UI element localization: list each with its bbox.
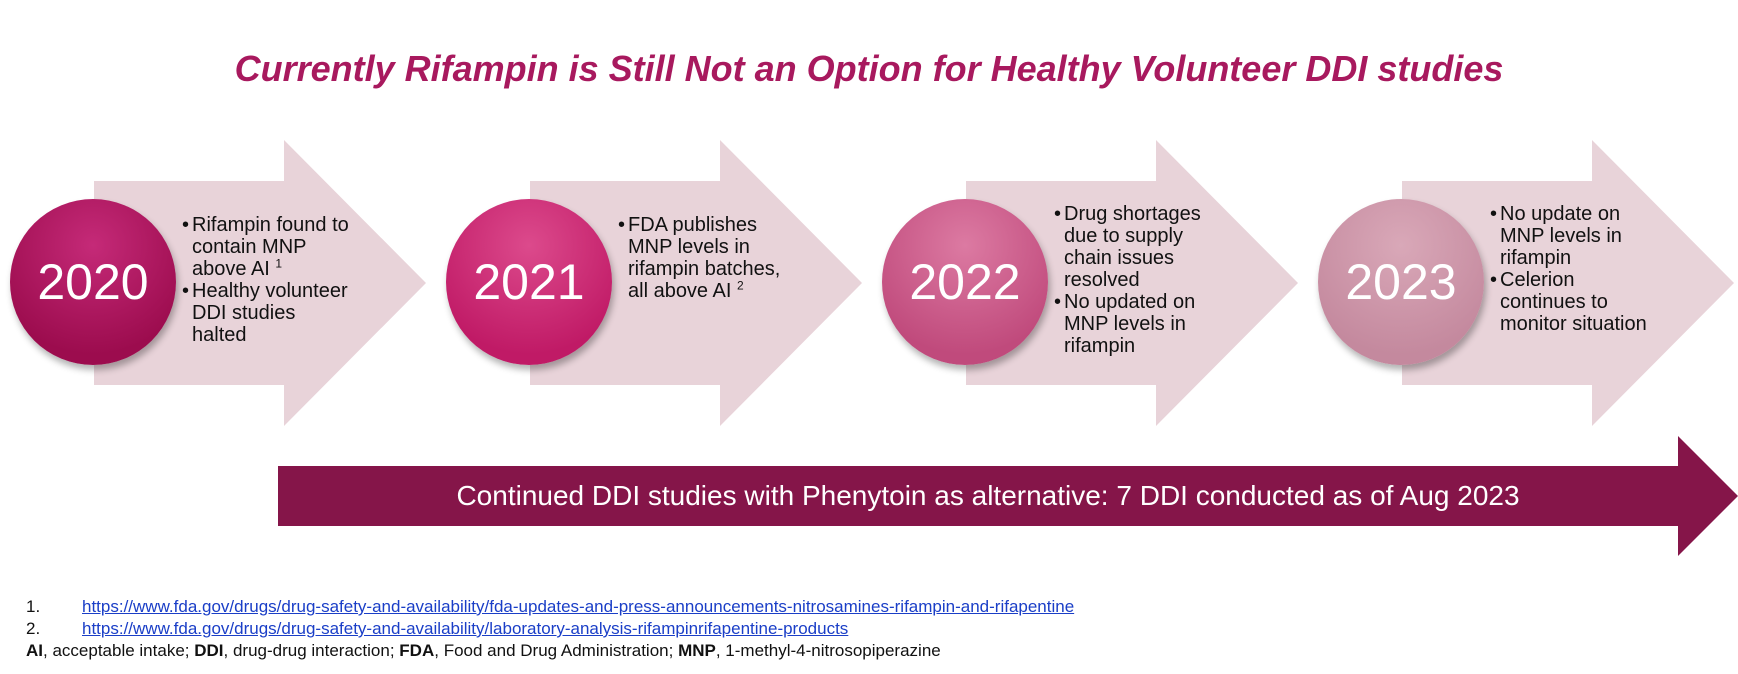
footnotes: 1. https://www.fda.gov/drugs/drug-safety-… [26,596,1726,662]
reference-1: 1. https://www.fda.gov/drugs/drug-safety-… [26,596,1726,618]
reference-number: 1. [26,597,41,616]
year-label: 2022 [909,254,1021,310]
year-circle: 2023 [1318,199,1484,365]
stage-bullet-text: FDA publishes MNP levels in rifampin bat… [628,214,781,302]
stage-bullet: Celerion continues to monitor situation [1490,269,1660,335]
stage-bullet-text: No updated on MNP levels in rifampin [1064,291,1196,357]
stage-bullet-list: Rifampin found to contain MNP above AI 1… [182,214,352,346]
year-circle: 2020 [10,199,176,365]
slide-title: Currently Rifampin is Still Not an Optio… [234,48,1504,89]
abbreviations: AI, acceptable intake; DDI, drug-drug in… [26,641,941,660]
year-label: 2021 [473,254,585,310]
abbr-term: FDA [399,641,435,660]
stage-bullet: No update on MNP levels in rifampin [1490,203,1660,269]
abbr-term: DDI [194,641,224,660]
stage-bullet: Healthy volunteer DDI studies halted [182,280,352,346]
stage-bullet-list: Drug shortages due to supply chain issue… [1054,203,1224,357]
abbr-term: MNP [678,641,716,660]
stage-bullet-list: FDA publishes MNP levels in rifampin bat… [618,214,788,302]
stage-bullet-list: No update on MNP levels in rifampinCeler… [1490,203,1660,335]
reference-2: 2. https://www.fda.gov/drugs/drug-safety-… [26,618,1726,640]
footnote-marker: 2 [736,278,744,293]
abbr-def: acceptable intake [52,641,185,660]
year-circle: 2022 [882,199,1048,365]
timeline-stage-2023: 2023 No update on MNP levels in rifampinC… [1308,0,1738,674]
stage-bullet-text: Rifampin found to contain MNP above AI [192,214,349,280]
stage-bullet-text: No update on MNP levels in rifampin [1500,203,1622,269]
reference-link[interactable]: https://www.fda.gov/drugs/drug-safety-an… [82,619,849,638]
stage-bullet-text: Drug shortages due to supply chain issue… [1064,203,1201,291]
footnote-marker: 1 [275,256,283,271]
timeline-stage-2022: 2022 Drug shortages due to supply chain i… [872,0,1302,674]
phenytoin-arrow-shape [278,436,1738,556]
stage-bullet-text: Healthy volunteer DDI studies halted [192,280,348,346]
stage-bullet: No updated on MNP levels in rifampin [1054,291,1224,357]
abbr-def: drug-drug interaction [232,641,390,660]
stage-bullet: Rifampin found to contain MNP above AI 1 [182,214,352,280]
timeline-stage-2020: 2020 Rifampin found to contain MNP above … [0,0,430,674]
year-label: 2023 [1345,254,1457,310]
stage-bullet-text: Celerion continues to monitor situation [1500,269,1647,335]
year-circle: 2021 [446,199,612,365]
stage-bullet: FDA publishes MNP levels in rifampin bat… [618,214,788,302]
phenytoin-banner-text: Continued DDI studies with Phenytoin as … [456,480,1520,511]
year-label: 2020 [37,254,149,310]
abbr-term: AI [26,641,43,660]
reference-number: 2. [26,619,41,638]
timeline-stage-2021: 2021 FDA publishes MNP levels in rifampin… [436,0,866,674]
abbr-def: Food and Drug Administration [443,641,669,660]
stage-bullet: Drug shortages due to supply chain issue… [1054,203,1224,291]
reference-link[interactable]: https://www.fda.gov/drugs/drug-safety-an… [82,597,1075,616]
abbr-def: 1-methyl-4-nitrosopiperazine [725,641,941,660]
phenytoin-arrow [278,436,1738,556]
